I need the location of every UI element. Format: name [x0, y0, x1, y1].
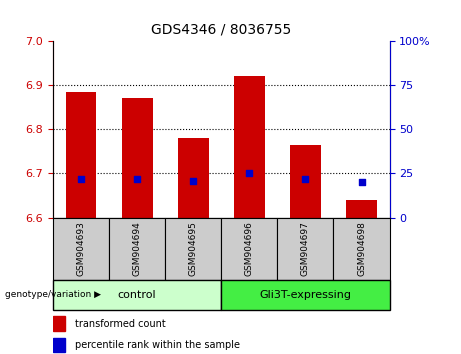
Point — [189, 178, 197, 183]
Text: GSM904698: GSM904698 — [357, 221, 366, 276]
Text: GSM904696: GSM904696 — [245, 221, 254, 276]
Text: genotype/variation ▶: genotype/variation ▶ — [5, 290, 100, 299]
Text: Gli3T-expressing: Gli3T-expressing — [260, 290, 351, 300]
Bar — [221, 218, 278, 280]
Bar — [53, 218, 109, 280]
Point — [246, 171, 253, 176]
Bar — [53, 316, 65, 331]
Bar — [122, 98, 153, 218]
Bar — [178, 138, 209, 218]
Bar — [53, 280, 221, 310]
Bar — [165, 218, 221, 280]
Bar — [278, 218, 333, 280]
Title: GDS4346 / 8036755: GDS4346 / 8036755 — [151, 23, 291, 37]
Bar — [290, 145, 321, 218]
Text: GSM904695: GSM904695 — [189, 221, 198, 276]
Point — [358, 179, 365, 185]
Bar — [234, 76, 265, 218]
Bar — [53, 337, 65, 352]
Text: transformed count: transformed count — [75, 319, 166, 329]
Text: percentile rank within the sample: percentile rank within the sample — [75, 340, 240, 350]
Point — [134, 176, 141, 182]
Text: control: control — [118, 290, 156, 300]
Bar — [65, 92, 96, 218]
Text: GSM904694: GSM904694 — [133, 221, 142, 276]
Text: GSM904693: GSM904693 — [77, 221, 86, 276]
Point — [77, 176, 85, 182]
Bar — [109, 218, 165, 280]
Bar — [221, 280, 390, 310]
Point — [301, 176, 309, 182]
Bar — [346, 200, 377, 218]
Bar — [333, 218, 390, 280]
Text: GSM904697: GSM904697 — [301, 221, 310, 276]
